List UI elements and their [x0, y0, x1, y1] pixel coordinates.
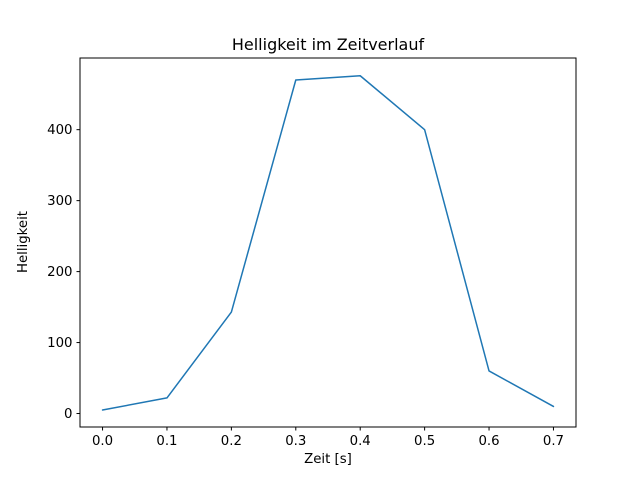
svg-text:0.4: 0.4	[350, 434, 371, 449]
svg-text:0.6: 0.6	[478, 434, 499, 449]
chart-title: Helligkeit im Zeitverlauf	[232, 35, 425, 54]
svg-text:0.1: 0.1	[156, 434, 177, 449]
svg-text:400: 400	[47, 123, 72, 138]
svg-text:0.3: 0.3	[285, 434, 306, 449]
y-axis-label: Helligkeit	[16, 211, 31, 273]
svg-text:0.5: 0.5	[414, 434, 435, 449]
svg-text:0.0: 0.0	[92, 434, 113, 449]
svg-text:0: 0	[64, 407, 72, 422]
svg-text:0.7: 0.7	[543, 434, 564, 449]
svg-text:0.2: 0.2	[221, 434, 242, 449]
x-axis-label: Zeit [s]	[304, 452, 352, 467]
svg-text:300: 300	[47, 194, 72, 209]
svg-text:100: 100	[47, 336, 72, 351]
svg-text:200: 200	[47, 265, 72, 280]
plot-area: 0.0 0.1 0.2 0.3 0.4 0.5 0.6 0.7 0 100 200 300 400	[47, 57, 577, 449]
